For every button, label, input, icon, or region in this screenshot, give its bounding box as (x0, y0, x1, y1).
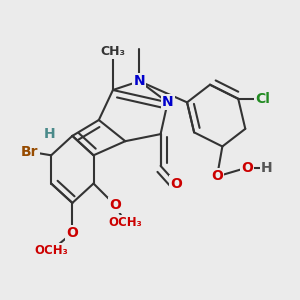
Text: OCH₃: OCH₃ (108, 216, 142, 229)
Text: O: O (66, 226, 78, 240)
Text: N: N (162, 95, 173, 110)
Text: Cl: Cl (256, 92, 270, 106)
Text: H: H (44, 127, 55, 141)
Text: O: O (109, 198, 121, 212)
Text: CH₃: CH₃ (100, 45, 125, 58)
Text: O: O (211, 169, 223, 184)
Text: O: O (241, 160, 253, 175)
Text: H: H (261, 160, 272, 175)
Text: O: O (170, 176, 182, 190)
Text: Br: Br (21, 145, 39, 159)
Text: OCH₃: OCH₃ (34, 244, 68, 257)
Text: N: N (134, 74, 145, 88)
